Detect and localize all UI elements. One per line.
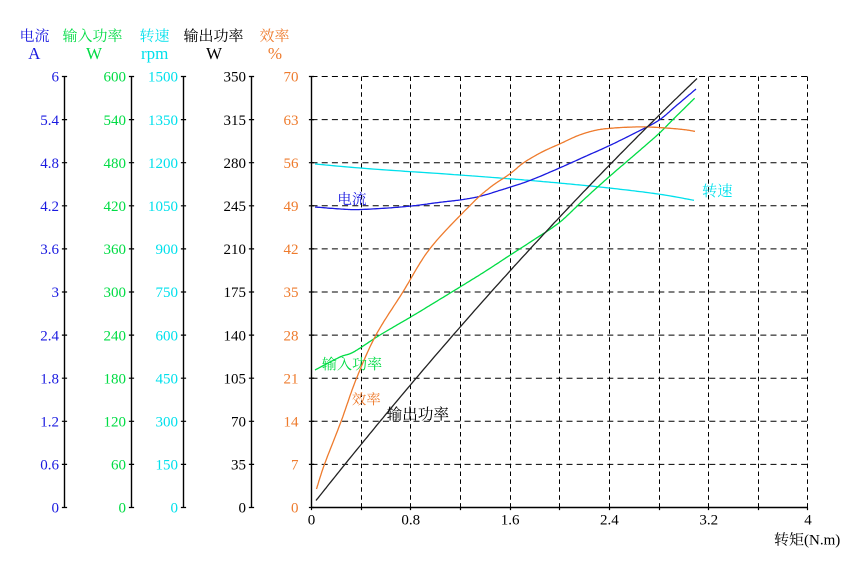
svg-text:A: A: [28, 44, 41, 63]
svg-text:0: 0: [52, 501, 60, 517]
svg-text:42: 42: [284, 242, 299, 258]
svg-text:150: 150: [156, 458, 179, 474]
svg-text:360: 360: [104, 242, 127, 258]
svg-text:750: 750: [156, 285, 179, 301]
svg-text:0: 0: [119, 501, 127, 517]
svg-text:600: 600: [156, 328, 179, 344]
svg-text:280: 280: [224, 156, 247, 172]
svg-text:70: 70: [231, 415, 246, 431]
svg-text:2.4: 2.4: [40, 328, 59, 344]
svg-text:%: %: [268, 44, 282, 63]
svg-text:450: 450: [156, 371, 179, 387]
svg-text:420: 420: [104, 199, 127, 215]
svg-text:3.6: 3.6: [40, 242, 59, 258]
svg-text:4.2: 4.2: [40, 199, 59, 215]
svg-text:35: 35: [284, 285, 299, 301]
svg-text:1500: 1500: [148, 70, 178, 86]
svg-text:300: 300: [104, 285, 127, 301]
svg-text:300: 300: [156, 415, 179, 431]
svg-text:1050: 1050: [148, 199, 178, 215]
svg-text:3: 3: [52, 285, 60, 301]
svg-text:1200: 1200: [148, 156, 178, 172]
svg-text:35: 35: [231, 458, 246, 474]
svg-text:315: 315: [224, 113, 247, 129]
svg-text:0: 0: [291, 501, 299, 517]
svg-text:1.2: 1.2: [40, 415, 59, 431]
svg-text:0.8: 0.8: [401, 513, 420, 529]
svg-text:0: 0: [308, 513, 316, 529]
svg-text:(N.m): (N.m): [804, 532, 840, 548]
svg-text:W: W: [86, 44, 103, 63]
svg-text:6: 6: [52, 70, 60, 86]
svg-text:1.6: 1.6: [501, 513, 520, 529]
svg-text:3.2: 3.2: [699, 513, 718, 529]
svg-text:63: 63: [284, 113, 299, 129]
svg-text:0: 0: [171, 501, 179, 517]
svg-text:rpm: rpm: [141, 44, 168, 63]
svg-text:7: 7: [291, 458, 299, 474]
svg-text:210: 210: [224, 242, 247, 258]
svg-text:175: 175: [224, 285, 247, 301]
svg-text:480: 480: [104, 156, 127, 172]
svg-text:4.8: 4.8: [40, 156, 59, 172]
svg-text:350: 350: [224, 70, 247, 86]
svg-text:49: 49: [284, 199, 299, 215]
svg-text:56: 56: [284, 156, 300, 172]
svg-text:21: 21: [284, 371, 299, 387]
svg-text:70: 70: [284, 70, 299, 86]
svg-text:1.8: 1.8: [40, 371, 59, 387]
svg-text:240: 240: [104, 328, 127, 344]
svg-text:W: W: [206, 44, 223, 63]
svg-text:105: 105: [224, 371, 247, 387]
svg-text:4: 4: [804, 513, 812, 529]
svg-text:180: 180: [104, 371, 127, 387]
svg-text:0.6: 0.6: [40, 458, 59, 474]
svg-text:1350: 1350: [148, 113, 178, 129]
svg-text:28: 28: [284, 328, 299, 344]
svg-text:140: 140: [224, 328, 247, 344]
svg-text:120: 120: [104, 415, 127, 431]
svg-text:245: 245: [224, 199, 247, 215]
svg-text:540: 540: [104, 113, 127, 129]
svg-text:5.4: 5.4: [40, 113, 59, 129]
svg-text:900: 900: [156, 242, 179, 258]
svg-text:60: 60: [111, 458, 126, 474]
svg-text:0: 0: [239, 501, 247, 517]
svg-text:600: 600: [104, 70, 127, 86]
svg-text:14: 14: [284, 415, 300, 431]
svg-text:2.4: 2.4: [600, 513, 619, 529]
